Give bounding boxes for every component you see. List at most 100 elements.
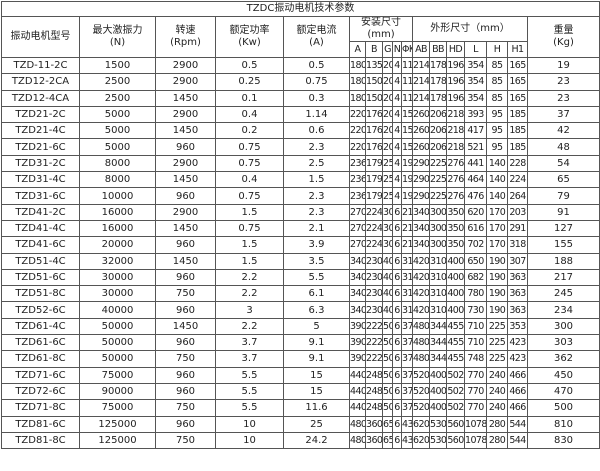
cell: 236 xyxy=(349,154,366,173)
cell: TZD-11-2C xyxy=(1,56,80,75)
data-row: TZD31-6C100009600.752.323617925419290225… xyxy=(1,187,600,205)
cell: 0.1 xyxy=(215,89,284,107)
group-header: 外形尺寸（mm） xyxy=(412,16,528,42)
cell: 19 xyxy=(401,154,413,173)
cell: 20 xyxy=(382,122,393,140)
cell: 420 xyxy=(412,268,430,287)
cell: 2.3 xyxy=(283,203,350,221)
cell: 520 xyxy=(412,382,430,401)
cell: 224 xyxy=(365,219,383,238)
cell: 2500 xyxy=(79,73,156,91)
cell: 37 xyxy=(401,382,413,401)
data-row: TZD21-6C50009600.752.3220176204152602062… xyxy=(1,138,600,156)
cell: 4 xyxy=(392,187,402,205)
cell: 750 xyxy=(155,399,216,417)
subcolumn-header: G xyxy=(382,41,393,58)
cell: 179 xyxy=(365,154,383,173)
cell: 0.4 xyxy=(215,171,284,189)
cell: 0.6 xyxy=(283,122,350,140)
cell: TZD71-8C xyxy=(1,399,80,417)
cell: 264 xyxy=(507,187,528,205)
cell: 50000 xyxy=(79,317,156,336)
column-header: 重量 (Kg) xyxy=(526,16,600,58)
cell: 196 xyxy=(446,56,465,75)
cell: 470 xyxy=(526,382,600,401)
cell: 15 xyxy=(283,366,350,384)
cell: 4 xyxy=(392,171,402,189)
cell: 65 xyxy=(526,171,600,189)
cell: 270 xyxy=(349,236,366,254)
cell: TZD41-4C xyxy=(1,219,80,238)
data-row: TZD61-4C5000014502.253902225063748034445… xyxy=(1,317,600,336)
cell: 40000 xyxy=(79,301,156,319)
cell: TZD21-6C xyxy=(1,138,80,156)
cell: 11.6 xyxy=(283,399,350,417)
cell: 75000 xyxy=(79,399,156,417)
cell: 85 xyxy=(486,73,508,91)
cell: 748 xyxy=(464,350,487,368)
cell: 810 xyxy=(526,415,600,433)
cell: 40 xyxy=(382,252,393,270)
data-row: TZD52-6C4000096036.334023040631420310400… xyxy=(1,301,600,319)
cell: 1450 xyxy=(155,252,216,270)
cell: 90000 xyxy=(79,382,156,401)
cell: 54 xyxy=(526,154,600,173)
cell: 50 xyxy=(382,382,393,401)
cell: 650 xyxy=(464,252,487,270)
cell: 196 xyxy=(446,89,465,107)
cell: 20 xyxy=(382,105,393,124)
cell: 25 xyxy=(283,415,350,433)
cell: 710 xyxy=(464,317,487,336)
cell: 560 xyxy=(446,415,465,433)
cell: 1.5 xyxy=(215,236,284,254)
data-row: TZD61-8C500007503.79.1390222506374803444… xyxy=(1,350,600,368)
cell: 360 xyxy=(365,431,383,450)
cell: 0.75 xyxy=(215,138,284,156)
cell: 185 xyxy=(507,105,528,124)
cell: 127 xyxy=(526,219,600,238)
cell: TZD21-4C xyxy=(1,122,80,140)
cell: 95 xyxy=(486,122,508,140)
cell: 170 xyxy=(486,219,508,238)
cell: 6.3 xyxy=(283,301,350,319)
cell: 502 xyxy=(446,382,465,401)
cell: 390 xyxy=(349,317,366,336)
cell: 230 xyxy=(365,285,383,303)
cell: 280 xyxy=(486,431,508,450)
cell: 521 xyxy=(464,138,487,156)
cell: 196 xyxy=(446,73,465,91)
cell: 15 xyxy=(283,382,350,401)
cell: 248 xyxy=(365,382,383,401)
cell: TZD31-2C xyxy=(1,154,80,173)
cell: 165 xyxy=(507,89,528,107)
subcolumn-header: N xyxy=(392,41,402,58)
cell: 270 xyxy=(349,219,366,238)
cell: 502 xyxy=(446,366,465,384)
cell: 1.5 xyxy=(215,203,284,221)
data-row: TZD51-8C300007502.26.1340230406314203104… xyxy=(1,285,600,303)
cell: 203 xyxy=(507,203,528,221)
cell: 280 xyxy=(486,415,508,433)
cell: 6 xyxy=(392,236,402,254)
cell: 350 xyxy=(446,219,465,238)
cell: 450 xyxy=(526,366,600,384)
cell: 830 xyxy=(526,431,600,450)
cell: 2500 xyxy=(79,89,156,107)
cell: 303 xyxy=(526,334,600,352)
cell: 702 xyxy=(464,236,487,254)
cell: 16000 xyxy=(79,203,156,221)
cell: 240 xyxy=(486,399,508,417)
cell: 135 xyxy=(365,56,383,75)
cell: 140 xyxy=(486,171,508,189)
cell: 21 xyxy=(401,203,413,221)
column-header: 最大激振力 (N) xyxy=(79,16,156,58)
header-row: 振动电机型号 最大激振力 (N) 转速 (Rpm) 额定功率 (Kw) 额定电流 (A)… xyxy=(1,16,600,58)
cell: 224 xyxy=(507,171,528,189)
cell: 40 xyxy=(382,301,393,319)
cell: 170 xyxy=(486,203,508,221)
cell: 16000 xyxy=(79,219,156,238)
cell: 300 xyxy=(429,236,447,254)
cell: 2900 xyxy=(155,154,216,173)
cell: 15 xyxy=(401,122,413,140)
cell: 2900 xyxy=(155,56,216,75)
